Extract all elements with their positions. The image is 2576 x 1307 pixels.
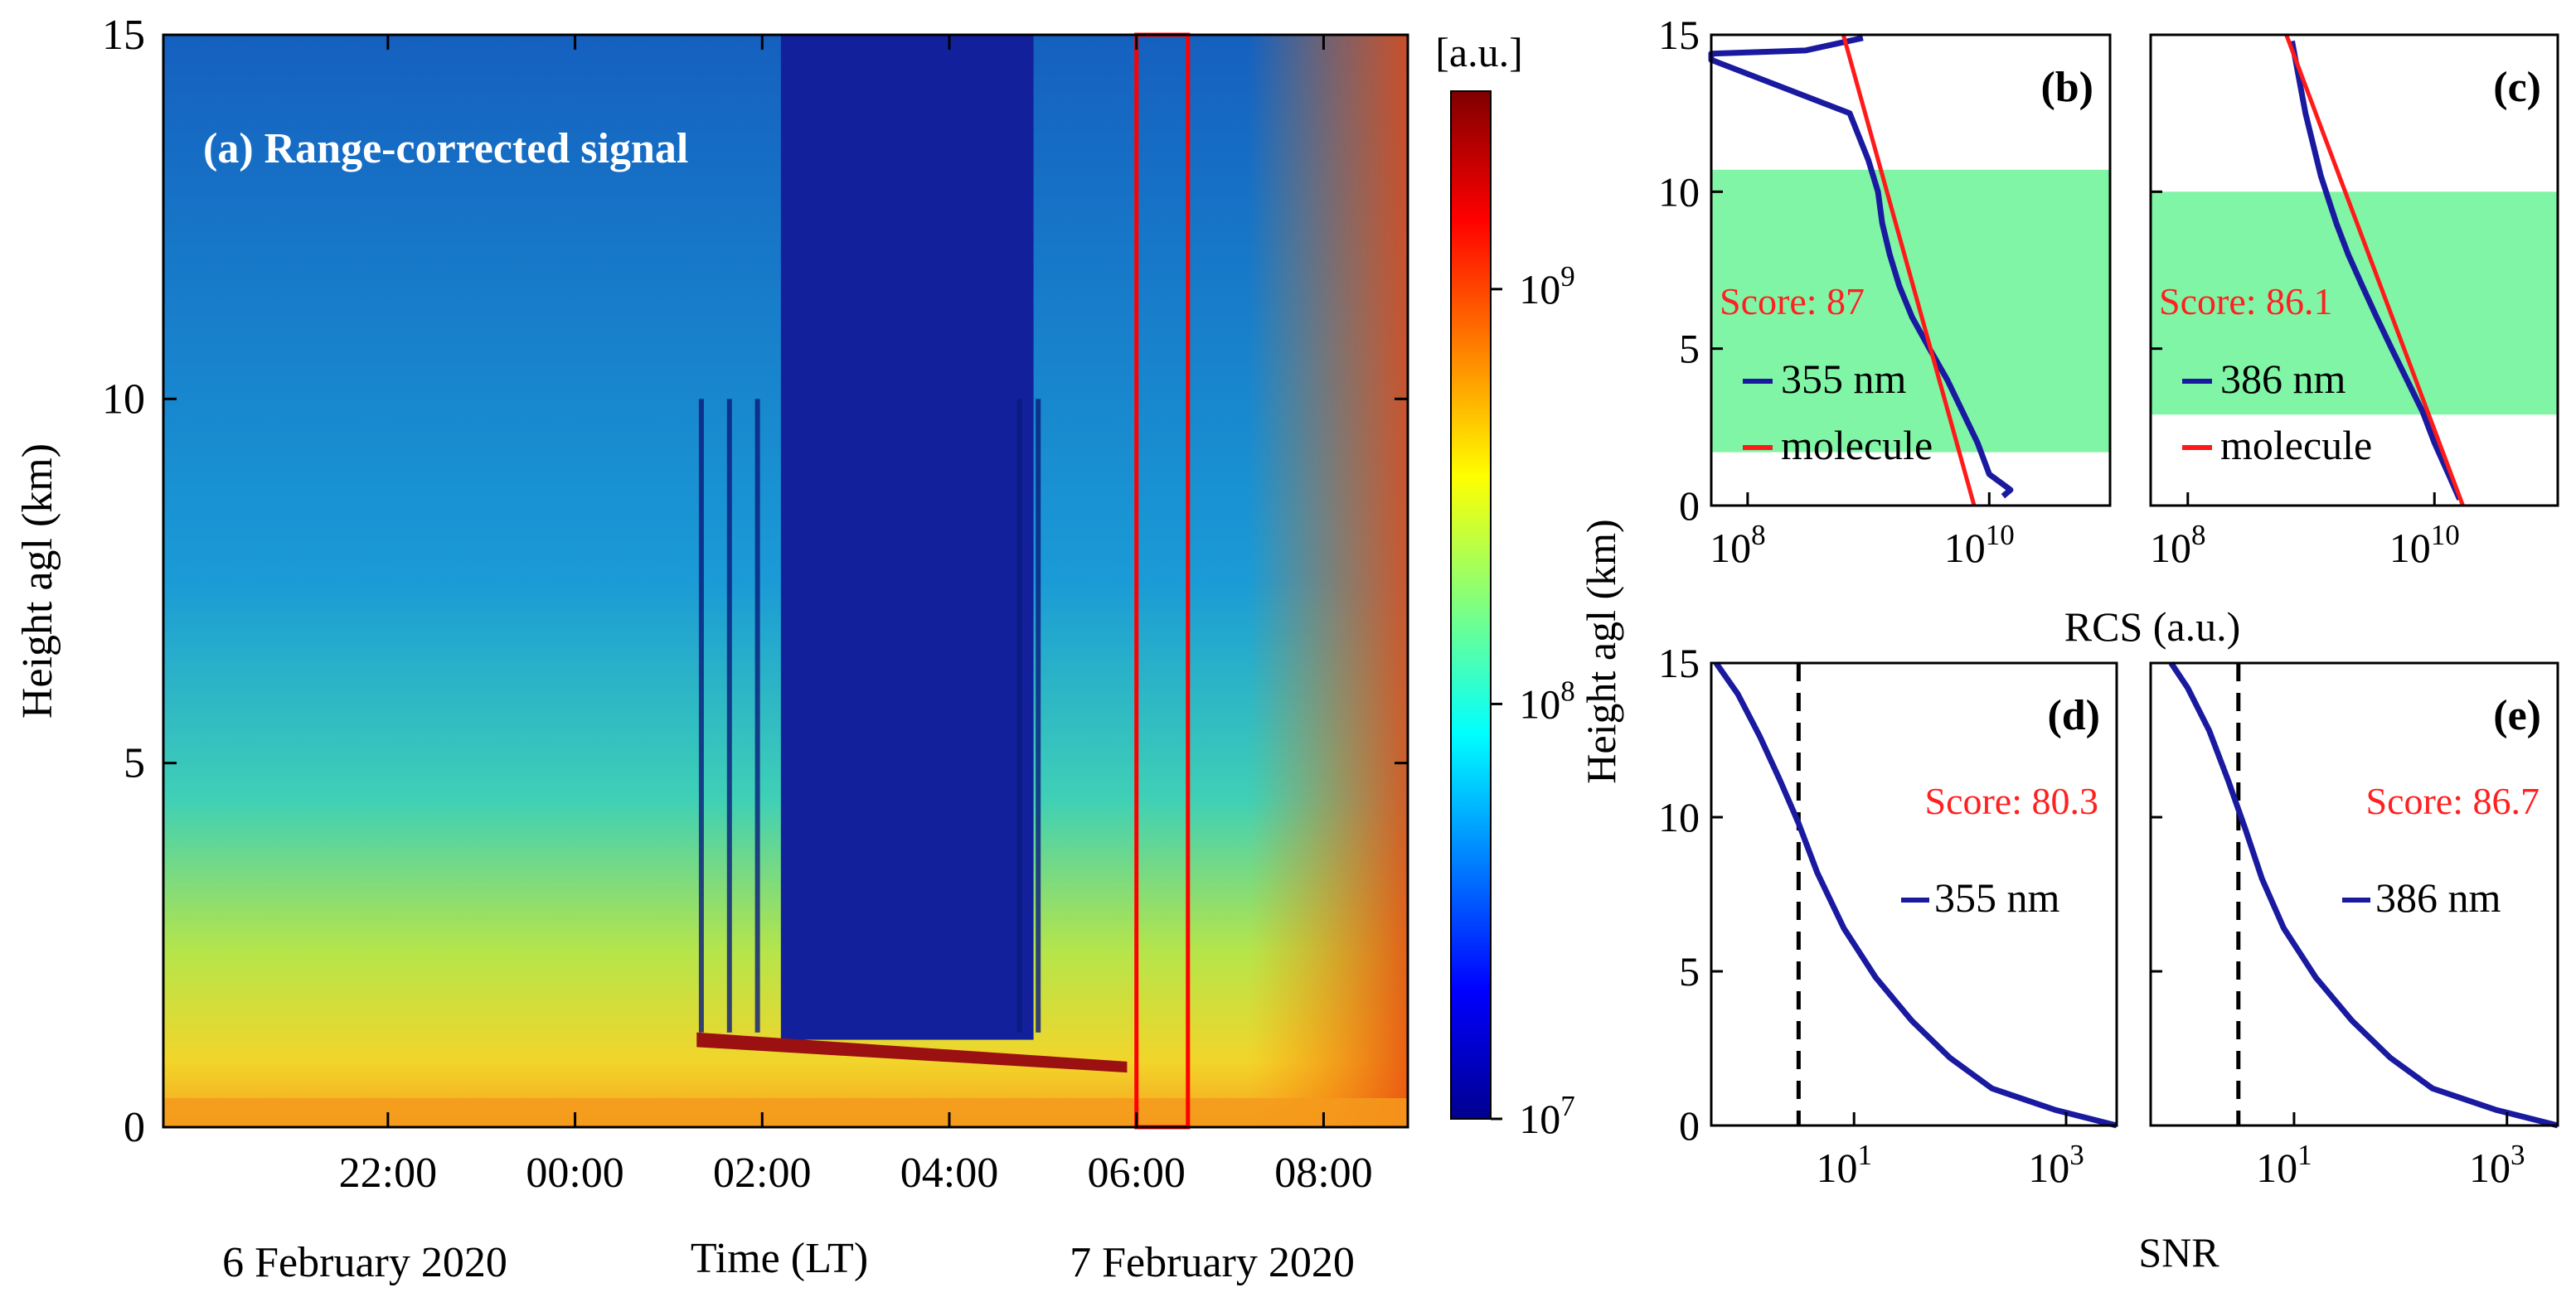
x-tick-label: 1010 <box>1944 519 2015 571</box>
snr-axis-label: SNR <box>2138 1229 2219 1276</box>
x-tick-label: 08:00 <box>1274 1150 1372 1197</box>
panel-e: 101 103 (e) Score: 86.7 386 nm <box>2149 661 2559 1191</box>
colorbar-ramp <box>1450 90 1492 1120</box>
panel-d: 0 5 10 15 101 103 (d) Score: 80.3 355 nm <box>1658 640 2118 1191</box>
colorbar-tick-label: 107 <box>1519 1090 1575 1142</box>
rcs-axis-label: RCS (a.u.) <box>2064 603 2241 650</box>
colorbar-tick-label: 109 <box>1519 260 1575 312</box>
x-tick-label: 02:00 <box>713 1150 811 1197</box>
boundary-layer-band <box>163 1098 1408 1127</box>
y-axis-ticks: 0 5 10 15 <box>102 12 1408 1151</box>
date-left-label: 6 February 2020 <box>222 1239 507 1286</box>
x-tick-label: 103 <box>2028 1139 2084 1191</box>
y-tick-label: 5 <box>1679 948 1700 995</box>
x-tick-label: 06:00 <box>1087 1150 1185 1197</box>
panel-label: (b) <box>2040 64 2093 111</box>
x-tick-label: 1010 <box>2389 519 2460 571</box>
panel-b: 0 5 10 15 108 1010 (b) Score: 87 355 nm molecule <box>1658 12 2112 571</box>
cloud-streaks <box>698 399 1041 1033</box>
panel-c: 108 1010 (c) Score: 86.1 386 nm molecule <box>2149 33 2559 571</box>
y-tick-label: 15 <box>102 12 145 59</box>
legend-label: 386 nm <box>2375 874 2501 921</box>
colorbar-ticks: 107 108 109 <box>1491 260 1575 1142</box>
score-label: Score: 87 <box>1720 280 1865 322</box>
y-tick-label: 0 <box>1679 1102 1700 1149</box>
colorbar-tick-label: 108 <box>1519 675 1575 727</box>
cloud-streak <box>754 399 760 1033</box>
y-tick-label: 10 <box>102 375 145 423</box>
legend-label: 355 nm <box>1781 356 1907 402</box>
dawn-noise-region <box>1249 35 1408 1127</box>
signal-profile-line <box>2289 40 2462 501</box>
molecule-line <box>1841 34 1977 506</box>
y-tick-label: 15 <box>1658 12 1700 58</box>
score-label: Score: 86.7 <box>2365 780 2540 822</box>
low-cloud-layer <box>696 1032 1128 1073</box>
molecule-line <box>2284 34 2465 506</box>
x-tick-label: 101 <box>2256 1139 2312 1191</box>
legend-label: 355 nm <box>1934 874 2060 921</box>
legend-label: 386 nm <box>2220 356 2346 402</box>
y-tick-label: 0 <box>1679 482 1700 529</box>
y-tick-label: 5 <box>1679 326 1700 372</box>
y-tick-label: 15 <box>1658 640 1700 686</box>
panel-label: (e) <box>2493 692 2541 739</box>
cloud-streak <box>1036 399 1041 1033</box>
time-axis-label: Time (LT) <box>691 1235 868 1282</box>
x-tick-label: 108 <box>2150 519 2206 571</box>
cloud-streak <box>698 399 704 1033</box>
panel-a: 0 5 10 15 22:00 00:00 02:00 04:00 06:00 08:00 (a… <box>14 12 1409 1286</box>
x-axis-ticks: 22:00 00:00 02:00 04:00 06:00 08:00 <box>339 35 1373 1197</box>
panel-label: (c) <box>2493 64 2541 111</box>
panel-label: (d) <box>2047 692 2100 739</box>
cloud-streak <box>726 399 732 1033</box>
panel-frame <box>2149 33 2559 507</box>
y-tick-label: 0 <box>124 1104 145 1151</box>
y-tick-label: 5 <box>124 740 145 787</box>
colorbar-unit: [a.u.] <box>1435 29 1523 75</box>
signal-profile-line <box>1713 661 2118 1129</box>
panel-frame <box>2149 661 2559 1127</box>
panel-a-title: (a) Range-corrected signal <box>203 125 688 172</box>
legend-label: molecule <box>1781 422 1933 468</box>
x-tick-label: 108 <box>1710 519 1766 571</box>
colorbar: [a.u.] 107 108 109 <box>1435 29 1575 1142</box>
x-tick-label: 101 <box>1816 1139 1872 1191</box>
x-tick-label: 00:00 <box>526 1150 623 1197</box>
cloud-streak <box>1016 399 1022 1033</box>
legend-label: molecule <box>2220 422 2372 468</box>
panel-frame <box>1710 33 2112 507</box>
y-tick-label: 10 <box>1658 794 1700 840</box>
panel-frame <box>1710 661 2118 1127</box>
x-tick-label: 103 <box>2469 1139 2525 1191</box>
score-label: Score: 86.1 <box>2159 280 2333 322</box>
cloud-clear-region <box>780 35 1034 1040</box>
y-tick-label: 10 <box>1658 168 1700 215</box>
x-tick-label: 22:00 <box>339 1150 437 1197</box>
panel-a-frame <box>162 33 1409 1129</box>
score-label: Score: 80.3 <box>1924 780 2098 822</box>
shared-ylabel: Height agl (km) <box>1578 519 1624 783</box>
signal-profile-line <box>2168 661 2559 1129</box>
date-right-label: 7 February 2020 <box>1070 1239 1355 1286</box>
x-tick-label: 04:00 <box>900 1150 998 1197</box>
fit-range-band <box>2151 191 2558 415</box>
panel-a-ylabel: Height agl (km) <box>14 443 61 719</box>
